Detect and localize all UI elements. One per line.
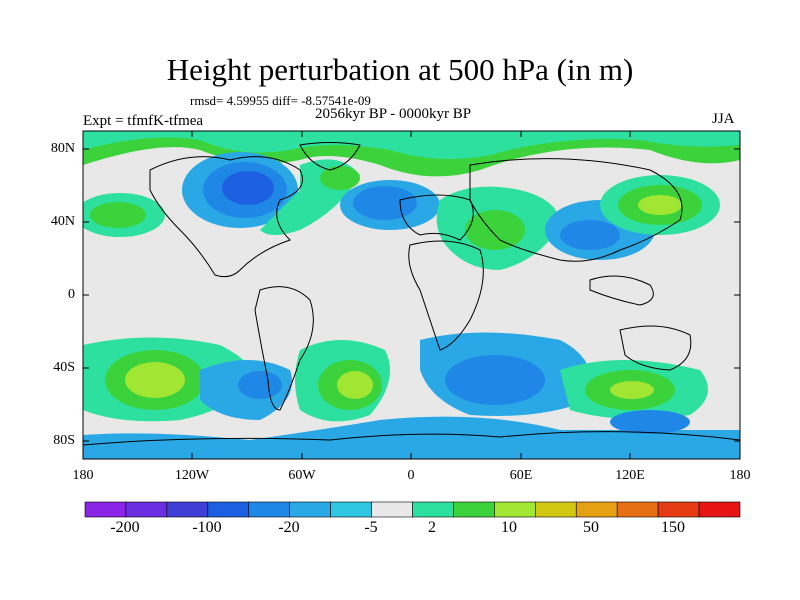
colorbar-label-minus20: -20 — [278, 519, 300, 536]
coastlines — [83, 142, 740, 446]
colorbar-label-minus100: -100 — [192, 519, 222, 536]
coast-south-america — [254, 286, 314, 411]
contour-positive-watlantic-core — [320, 166, 360, 190]
contour-positive-eastasia-core — [638, 195, 682, 215]
x-label-180e: 180 — [729, 468, 751, 483]
colorbar-swatch-0 — [84, 501, 127, 518]
colorbar-label-150: 150 — [661, 519, 685, 536]
map-field — [83, 131, 740, 459]
contour-positive-saustralia-core — [610, 381, 654, 399]
y-label-80n: 80N — [50, 141, 75, 156]
colorbar-swatch-10 — [494, 501, 536, 518]
x-label-180w: 180 — [72, 468, 94, 483]
colorbar-swatch-12 — [575, 501, 618, 518]
coast-greenland — [299, 142, 361, 171]
y-label-80s: 80S — [53, 433, 75, 448]
contour-positive-satlantic-core — [337, 371, 373, 399]
contour-negative-sepacific-core — [238, 371, 282, 399]
colorbar-swatch-9 — [453, 501, 495, 518]
colorbar-swatch-11 — [535, 501, 577, 518]
contour-positive-europe-core — [465, 210, 525, 250]
colorbar-label-minus200: -200 — [110, 519, 140, 536]
contour-positive-spacific-core — [125, 362, 185, 398]
y-label-40s: 40S — [53, 360, 75, 375]
x-label-120e: 120E — [615, 468, 645, 483]
colorbar-swatch-1 — [125, 501, 168, 518]
coast-north-america — [149, 156, 303, 278]
contour-positive-npacific-core — [90, 202, 146, 228]
y-label-40n: 40N — [50, 214, 75, 229]
y-label-0: 0 — [68, 287, 75, 302]
contour-negative-antarctic-core — [610, 410, 690, 434]
colorbar-swatch-15 — [698, 501, 741, 518]
colorbar-swatch-8 — [412, 501, 454, 518]
colorbar-swatch-14 — [657, 501, 700, 518]
period-label: 2056kyr BP - 0000kyr BP — [315, 106, 472, 122]
map-title: Height perturbation at 500 hPa (in m) — [166, 52, 634, 87]
contour-negative-namerica-core — [222, 171, 274, 205]
colorbar-swatch-13 — [616, 501, 659, 518]
colorbar-swatch-2 — [166, 501, 209, 518]
colorbar-swatch-4 — [248, 501, 290, 518]
season-label: JJA — [712, 111, 735, 127]
x-label-0: 0 — [407, 468, 415, 483]
rmsd-diff-stats: rmsd= 4.59955 diff= -8.57541e-09 — [190, 93, 371, 108]
coast-antarctica — [83, 431, 740, 446]
coast-europe — [399, 194, 474, 241]
contour-negative-asia-core — [560, 220, 620, 250]
contour-negative-sindian-core — [445, 355, 545, 405]
contour-negative-antarctic — [83, 416, 740, 459]
colorbar — [84, 501, 741, 518]
contour-negative-natlantic — [353, 186, 417, 220]
coast-maritime-continent — [589, 275, 654, 306]
coast-africa — [408, 240, 484, 351]
colorbar-swatch-5 — [289, 501, 331, 518]
colorbar-label-minus5: -5 — [364, 519, 378, 536]
experiment-label: Expt = tfmfK-tfmea — [83, 113, 204, 129]
axis-ticks — [83, 131, 740, 459]
coast-asia — [469, 158, 683, 262]
colorbar-swatch-7 — [371, 501, 413, 518]
x-label-120w: 120W — [174, 468, 210, 483]
x-label-60e: 60E — [509, 468, 533, 483]
contour-positive-arctic-edge — [83, 131, 740, 159]
colorbar-label-10: 10 — [501, 519, 517, 536]
colorbar-label-2: 2 — [428, 519, 436, 536]
colorbar-swatch-6 — [330, 501, 372, 518]
coast-australia — [619, 325, 692, 371]
colorbar-label-50: 50 — [583, 519, 599, 536]
colorbar-swatch-3 — [207, 501, 250, 518]
x-label-60w: 60W — [288, 468, 316, 483]
